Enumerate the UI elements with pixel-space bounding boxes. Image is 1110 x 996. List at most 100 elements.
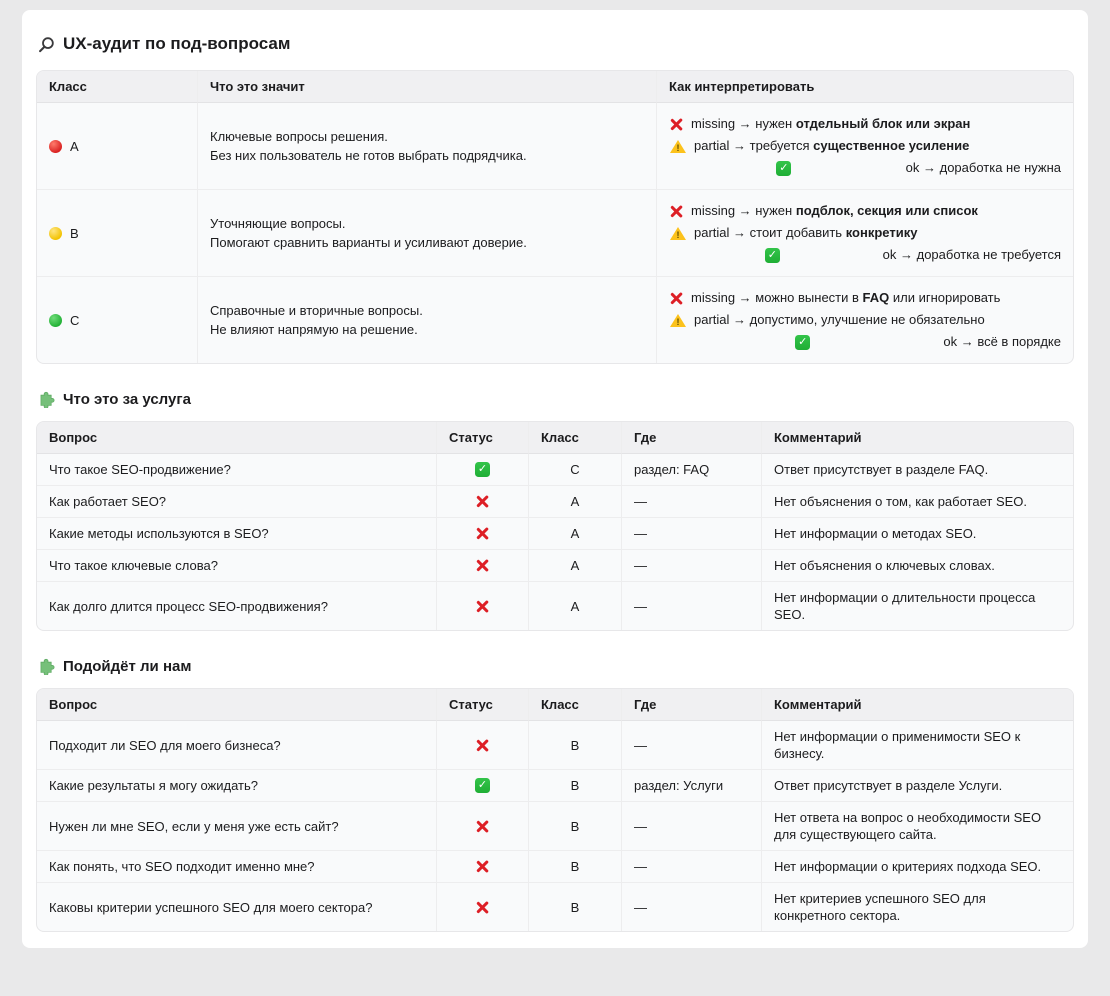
- cross-icon: [669, 291, 684, 306]
- where-cell: —: [621, 549, 761, 581]
- legend-table: Класс Что это значит Как интерпретироват…: [36, 70, 1074, 364]
- status-cell: [436, 485, 528, 517]
- class-cell: A: [37, 103, 197, 189]
- question-cell: Какие методы используются в SEO?: [37, 517, 436, 549]
- interpret-line: ok → доработка не нужна: [669, 157, 1061, 179]
- header-status: Статус: [436, 689, 528, 721]
- status-cell: [436, 549, 528, 581]
- class-cell: A: [528, 485, 621, 517]
- status-cross-icon: [475, 526, 490, 541]
- where-cell: —: [621, 721, 761, 769]
- status-cross-icon: [475, 558, 490, 573]
- section-heading-text: Подойдёт ли нам: [63, 657, 192, 675]
- interpret-pre: partial → стоит добавить: [694, 225, 846, 240]
- yellow-circle-icon: [49, 226, 62, 240]
- question-cell: Подходит ли SEO для моего бизнеса?: [49, 737, 281, 753]
- header-where: Где: [621, 689, 761, 721]
- cross-icon: [669, 204, 684, 219]
- interpret-bold: отдельный блок или экран: [795, 116, 971, 131]
- comment-cell: Нет критериев успешного SEO для конкретн…: [761, 882, 1073, 931]
- question-cell: Какие результаты я могу ожидать?: [37, 769, 436, 801]
- interpret-text: ok → доработка не требуется: [883, 244, 1061, 266]
- legend-row-a: A Ключевые вопросы решения. Без них поль…: [37, 103, 1073, 189]
- warning-icon: [670, 226, 686, 241]
- comment-cell: Ответ присутствует в разделе Услуги.: [761, 769, 1073, 801]
- warning-icon: [670, 139, 686, 154]
- interpret-text: missing → можно вынести в FAQ или игнори…: [691, 287, 1000, 309]
- status-cell: [436, 850, 528, 882]
- class-cell: B: [528, 882, 621, 931]
- legend-row-b: B Уточняющие вопросы. Помогают сравнить …: [37, 189, 1073, 276]
- question-cell: Как понять, что SEO подходит именно мне?: [37, 850, 436, 882]
- interpret-pre: missing → нужен: [691, 203, 796, 218]
- interpret-cell: missing → нужен отдельный блок или экран…: [656, 103, 1073, 189]
- question-cell: Нужен ли мне SEO, если у меня уже есть с…: [37, 801, 436, 850]
- status-check-icon: [475, 778, 490, 793]
- comment-cell: Ответ присутствует в разделе FAQ.: [761, 454, 1073, 485]
- where-cell: —: [621, 801, 761, 850]
- interpret-bold: существенное усиление: [813, 138, 970, 153]
- interpret-cell: missing → можно вынести в FAQ или игнори…: [656, 276, 1073, 363]
- header-question: Вопрос: [37, 422, 436, 454]
- where-cell: —: [621, 485, 761, 517]
- where-cell: раздел: FAQ: [621, 454, 761, 485]
- comment-cell: Нет информации о критериях подхода SEO.: [761, 850, 1073, 882]
- class-cell: A: [528, 549, 621, 581]
- status-cross-icon: [475, 859, 490, 874]
- class-letter: B: [70, 225, 79, 241]
- table-row: Как долго длится процесс SEO-продвижения…: [37, 581, 1073, 630]
- question-cell: Что такое SEO-продвижение?: [49, 462, 231, 477]
- header-comment: Комментарий: [761, 422, 1073, 454]
- meaning-line: Уточняющие вопросы.: [210, 216, 346, 231]
- legend-header-meaning: Что это значит: [197, 71, 656, 103]
- status-cell: [436, 769, 528, 801]
- legend-header-interpret: Как интерпретировать: [656, 71, 1073, 103]
- status-cross-icon: [475, 738, 490, 753]
- legend-header-row: Класс Что это значит Как интерпретироват…: [37, 71, 1073, 103]
- cross-icon: [669, 117, 684, 132]
- warning-icon: [670, 313, 686, 328]
- interpret-pre: missing → можно вынести в: [691, 290, 863, 305]
- section-heading-fit: Подойдёт ли нам: [38, 657, 1072, 675]
- interpret-bold: FAQ: [862, 290, 890, 305]
- fit-table: Вопрос Статус Класс Где Комментарий Подх…: [36, 688, 1074, 932]
- interpret-bold: подблок, секция или список: [795, 203, 978, 218]
- service-header-row: Вопрос Статус Класс Где Комментарий: [37, 422, 1073, 454]
- where-cell: —: [621, 850, 761, 882]
- red-circle-icon: [49, 139, 62, 153]
- question-cell: Каковы критерии успешного SEO для моего …: [37, 882, 436, 931]
- interpret-text: missing → нужен отдельный блок или экран: [691, 113, 970, 135]
- interpret-post: или игнорировать: [889, 290, 1001, 305]
- puzzle-icon: [38, 390, 55, 408]
- section-heading-text: Что это за услуга: [63, 390, 191, 408]
- interpret-pre: partial → допустимо, улучшение не обязат…: [694, 312, 985, 327]
- check-icon: [795, 334, 811, 350]
- header-comment: Комментарий: [761, 689, 1073, 721]
- status-check-icon: [475, 462, 490, 477]
- meaning-line: Справочные и вторичные вопросы.: [210, 303, 423, 318]
- header-status: Статус: [436, 422, 528, 454]
- class-cell: B: [528, 769, 621, 801]
- where-cell: —: [621, 517, 761, 549]
- fit-header-row: Вопрос Статус Класс Где Комментарий: [37, 689, 1073, 721]
- header-where: Где: [621, 422, 761, 454]
- class-cell: B: [37, 189, 197, 276]
- interpret-line: partial → допустимо, улучшение не обязат…: [669, 309, 1061, 331]
- class-cell: C: [528, 454, 621, 485]
- status-cell: [436, 801, 528, 850]
- check-icon: [776, 160, 792, 176]
- header-question: Вопрос: [37, 689, 436, 721]
- comment-cell: Нет объяснения о ключевых словах.: [761, 549, 1073, 581]
- report-card: UX-аудит по под-вопросам Класс Что это з…: [22, 10, 1088, 948]
- class-cell: C: [37, 276, 197, 363]
- class-cell: B: [528, 850, 621, 882]
- meaning-cell: Ключевые вопросы решения. Без них пользо…: [197, 103, 656, 189]
- legend-row-c: C Справочные и вторичные вопросы. Не вли…: [37, 276, 1073, 363]
- check-icon: [764, 247, 780, 263]
- interpret-text: partial → стоит добавить конкретику: [694, 222, 917, 244]
- where-cell: —: [621, 882, 761, 931]
- status-cell: [436, 882, 528, 931]
- comment-cell: Нет информации о методах SEO.: [761, 517, 1073, 549]
- interpret-pre: ok → доработка не нужна: [905, 160, 1061, 175]
- status-cell: [436, 517, 528, 549]
